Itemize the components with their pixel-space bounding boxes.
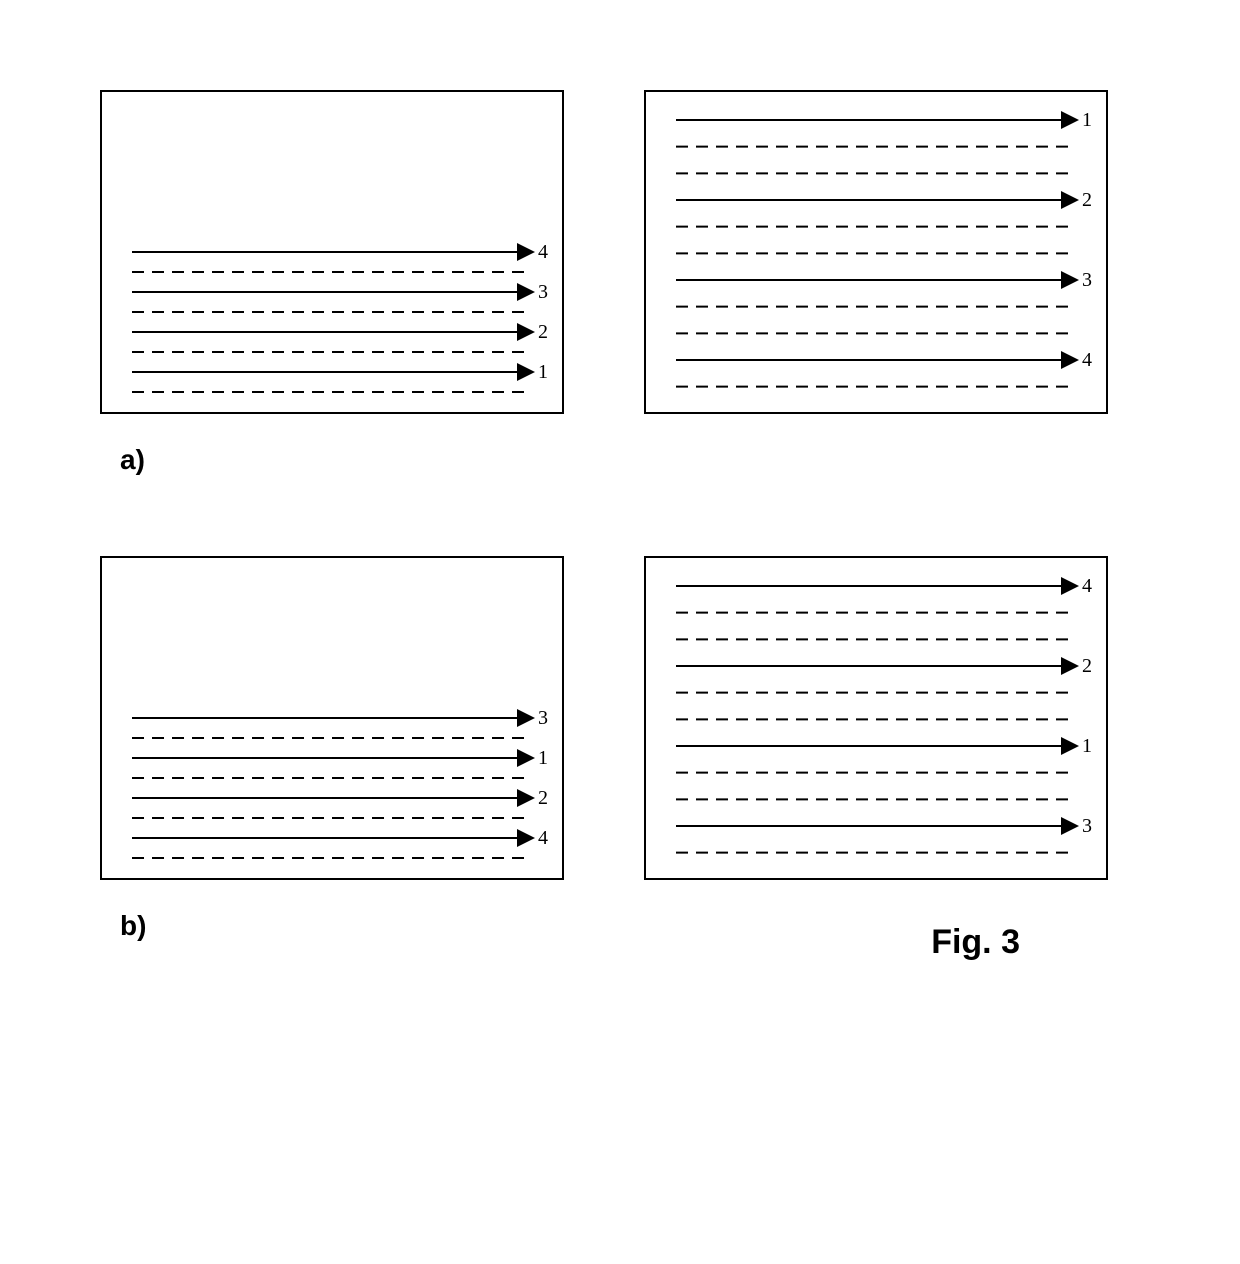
svg-text:2: 2 (1082, 655, 1092, 677)
svg-text:1: 1 (1082, 735, 1092, 757)
figure-caption: Fig. 3 (931, 923, 1020, 962)
svg-text:1: 1 (1082, 109, 1092, 131)
subfigure-label: a) (120, 444, 1140, 476)
svg-text:2: 2 (1082, 189, 1092, 211)
figure-3: 4321 1234a) 3124 4213b) Fig. 3 (100, 90, 1140, 1022)
diagram-panel: 4 2 1 3 (644, 556, 1108, 880)
svg-text:4: 4 (538, 241, 548, 263)
panels-container: 4321 1234a) 3124 4213b) (100, 90, 1140, 942)
svg-text:1: 1 (538, 747, 548, 769)
diagram-panel: 3 1 2 4 (100, 556, 564, 880)
svg-text:3: 3 (538, 707, 548, 729)
svg-text:3: 3 (538, 281, 548, 303)
panel-row: 3 1 2 4 4 2 1 3 (100, 556, 1140, 880)
svg-text:2: 2 (538, 787, 548, 809)
diagram-panel: 1 2 3 4 (644, 90, 1108, 414)
svg-text:2: 2 (538, 321, 548, 343)
svg-text:3: 3 (1082, 815, 1092, 837)
panel-row: 4 3 2 1 1 2 3 4 (100, 90, 1140, 414)
svg-text:4: 4 (1082, 575, 1092, 597)
svg-text:1: 1 (538, 361, 548, 383)
svg-text:4: 4 (1082, 349, 1092, 371)
diagram-panel: 4 3 2 1 (100, 90, 564, 414)
svg-text:4: 4 (538, 827, 548, 849)
svg-text:3: 3 (1082, 269, 1092, 291)
